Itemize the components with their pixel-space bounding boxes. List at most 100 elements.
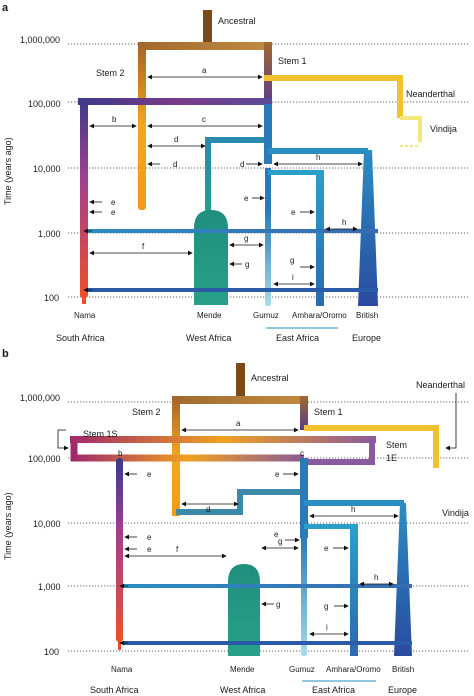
tick-label: 10,000 <box>33 164 61 174</box>
stem-connect-bar <box>70 436 376 443</box>
migration-letter: e <box>147 470 152 479</box>
stem1-label: Stem 1 <box>314 407 343 417</box>
region-label: West Africa <box>186 333 231 343</box>
vindija-label: Vindija <box>430 124 457 134</box>
ancestral-trunk <box>203 10 212 44</box>
panel-a-label: a <box>2 2 9 14</box>
stem1e-label-2: 1E <box>386 453 397 463</box>
east-europe-split <box>268 148 368 154</box>
east-europe-split <box>304 500 404 506</box>
nama-lineage <box>80 98 88 298</box>
british-lineage <box>358 150 378 306</box>
amhara-split <box>268 170 320 175</box>
stem-merge-bar <box>78 98 272 105</box>
migration-letter: f <box>142 242 145 251</box>
nama-lineage <box>116 458 123 642</box>
migration-letter: e <box>275 470 280 479</box>
region-label: South Africa <box>90 685 139 695</box>
panel-a: a 1,000,000 100,000 10,000 1,000 100 Tim… <box>2 2 470 343</box>
migration-letter: e <box>274 530 279 539</box>
british-label: British <box>356 311 378 320</box>
mende-label: Mende <box>197 311 222 320</box>
region-label: Europe <box>388 685 417 695</box>
nama-label: Nama <box>111 665 133 674</box>
region-label: Europe <box>352 333 381 343</box>
amhara-oromo-label: Amhara/Oromo <box>326 665 381 674</box>
migration-band-1k <box>88 229 378 233</box>
gumuz-label: Gumuz <box>253 311 279 320</box>
stem1s-label: Stem 1S <box>83 429 118 439</box>
migration-letter: i <box>292 273 294 282</box>
migration-letter: g <box>278 537 282 546</box>
migration-letter: g <box>324 602 328 611</box>
y-axis-label: Time (years ago) <box>3 492 13 560</box>
gumuz-label: Gumuz <box>289 665 315 674</box>
stem1-lineage <box>300 396 308 430</box>
tick-label: 1,000 <box>38 582 61 592</box>
migration-letter: e <box>111 208 116 217</box>
migration-letter: i <box>326 623 328 632</box>
migration-letter: a <box>236 419 241 428</box>
stem-1e-bar <box>304 440 375 465</box>
tick-label: 100 <box>44 647 59 657</box>
amhara-oromo-lineage <box>316 170 324 306</box>
migration-letter: h <box>374 573 378 582</box>
ancestral-trunk <box>236 363 245 397</box>
stem1-lineage <box>264 42 272 106</box>
gumuz-lineage <box>265 210 271 306</box>
tick-label: 100,000 <box>28 454 61 464</box>
neanderthal-pointer <box>445 393 457 451</box>
migration-letter: g <box>245 260 249 269</box>
migration-letter: c <box>202 115 206 124</box>
amhara-oromo-lineage <box>350 524 358 656</box>
panel-b-label: b <box>2 348 9 360</box>
stem2-label: Stem 2 <box>96 68 125 78</box>
ancestral-label: Ancestral <box>251 373 289 383</box>
stem-1s-bar <box>70 440 304 462</box>
migration-letter: g <box>290 256 294 265</box>
vindija-lineage <box>400 116 422 142</box>
tick-label: 10,000 <box>33 519 61 529</box>
migration-band-100 <box>88 288 378 292</box>
stem1s-pointer <box>57 429 69 451</box>
tick-label: 1,000,000 <box>20 393 60 403</box>
migration-letter: h <box>351 505 355 514</box>
stem1-label: Stem 1 <box>278 56 307 66</box>
migration-letter: b <box>112 115 117 124</box>
tick-label: 1,000 <box>38 229 61 239</box>
neanderthal-lineage <box>264 75 403 118</box>
migration-letter: g <box>276 600 280 609</box>
neanderthal-label: Neanderthal <box>416 380 465 390</box>
migration-letter: d <box>206 505 210 514</box>
neanderthal-lineage <box>304 425 439 468</box>
neanderthal-label: Neanderthal <box>406 89 455 99</box>
migration-letter: e <box>111 198 116 207</box>
stem1-east <box>264 104 272 164</box>
migration-letter: e <box>244 194 249 203</box>
british-lineage <box>394 503 412 656</box>
migration-letter: f <box>176 545 179 554</box>
stem1-east <box>300 458 308 538</box>
nama-label: Nama <box>74 311 96 320</box>
migration-letter: e <box>147 545 152 554</box>
vindija-label: Vindija <box>442 508 469 518</box>
migration-letter: e <box>147 533 152 542</box>
nama-tip <box>82 290 86 304</box>
region-label: East Africa <box>312 685 355 695</box>
stem2-label: Stem 2 <box>132 407 161 417</box>
y-axis-label: Time (years ago) <box>3 137 13 205</box>
mende-population <box>194 210 228 305</box>
migration-letter: d <box>174 135 178 144</box>
migration-letter: b <box>118 449 123 458</box>
stem-split-bar <box>172 396 304 404</box>
migration-band-100 <box>124 641 412 645</box>
migration-letter: c <box>300 449 304 458</box>
migration-letter: d <box>173 160 177 169</box>
amhara-split <box>304 524 356 529</box>
mende-ancestor <box>205 137 272 220</box>
migration-letter: a <box>202 66 207 75</box>
migration-letter: d <box>240 160 244 169</box>
migration-letter: g <box>244 234 248 243</box>
region-label: South Africa <box>56 333 105 343</box>
